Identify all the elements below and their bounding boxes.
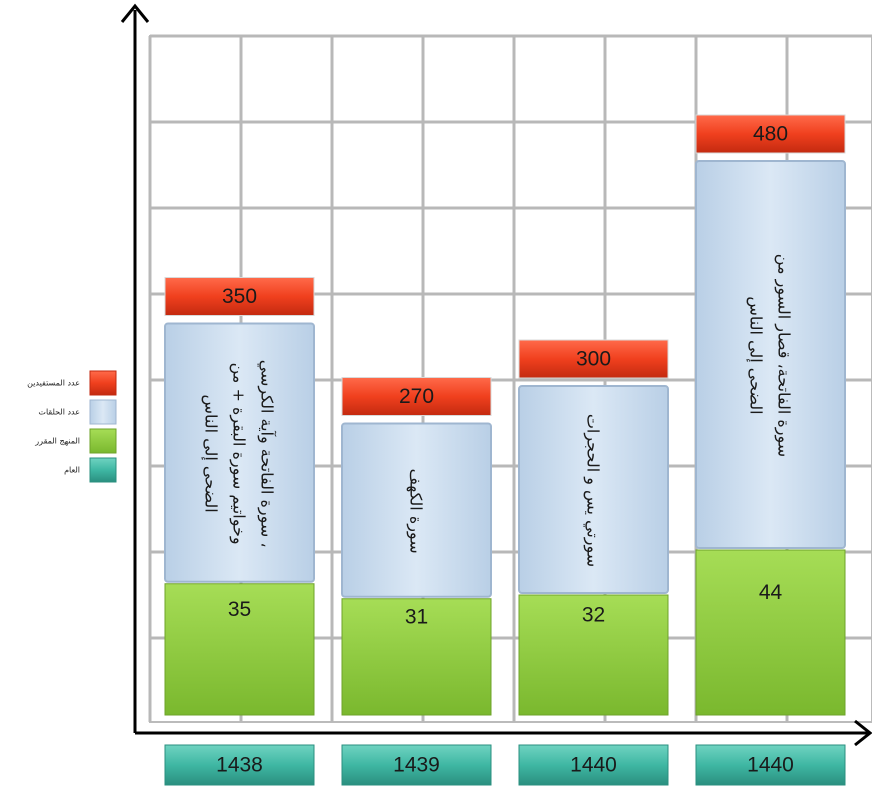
bar-beneficiaries bbox=[695, 114, 846, 154]
bar-beneficiaries bbox=[341, 377, 492, 416]
year-box bbox=[518, 744, 669, 786]
bar-curriculum bbox=[695, 160, 846, 549]
bar-curriculum-label: سورتي يس و الحجرات bbox=[584, 414, 603, 567]
bar-groups bbox=[164, 583, 315, 716]
bar-groups-label: 44 bbox=[759, 581, 783, 604]
bar-curriculum-line: سورة الفاتحة وآية الكرسي ، bbox=[258, 360, 278, 548]
bar-curriculum-line: سورة الكهف bbox=[407, 469, 426, 554]
legend-swatch bbox=[89, 457, 117, 483]
bar-groups-label: 35 bbox=[228, 598, 251, 621]
bar-curriculum-line: سورة الفاتحة، قصار السور من bbox=[775, 254, 794, 457]
year-box bbox=[164, 744, 315, 786]
bar-beneficiaries-label: 300 bbox=[576, 348, 611, 371]
legend-label: المنهج المقرر bbox=[34, 437, 80, 446]
bar-beneficiaries bbox=[164, 277, 315, 316]
bar-groups bbox=[341, 598, 492, 716]
bar-curriculum-line: الضحى إلى الناس bbox=[747, 296, 766, 414]
year-box bbox=[341, 744, 492, 786]
bar-beneficiaries bbox=[518, 339, 669, 379]
bar-curriculum bbox=[164, 322, 315, 583]
chart-bars: 350 سورة الفاتحة وآية الكرسي ، وخواتيم سور… bbox=[164, 114, 846, 716]
bar-groups bbox=[695, 549, 846, 716]
legend-swatch bbox=[89, 428, 117, 454]
year-labels: 1438 1439 1440 1440 bbox=[164, 744, 846, 786]
legend-label: عدد الحلقات bbox=[38, 408, 80, 417]
bar-group-3: 480 سورة الفاتحة، قصار السور من الضحى إلى … bbox=[695, 114, 846, 716]
bar-groups bbox=[518, 594, 669, 716]
chart-axes bbox=[120, 3, 872, 747]
bar-groups-label: 31 bbox=[405, 605, 428, 628]
x-axis-arrow bbox=[854, 719, 872, 747]
bar-beneficiaries-label: 270 bbox=[399, 385, 434, 408]
bar-curriculum bbox=[518, 385, 669, 594]
bar-curriculum-label: سورة الفاتحة، قصار السور من الضحى إلى الن… bbox=[747, 254, 794, 457]
chart-legend: عدد المستفيدين عدد الحلقات المنهج المقرر ال… bbox=[27, 370, 117, 483]
bar-beneficiaries-label: 350 bbox=[222, 285, 257, 308]
bar-beneficiaries-label: 480 bbox=[753, 123, 788, 146]
bar-groups-label: 32 bbox=[582, 604, 605, 627]
bar-group-2: 300 سورتي يس و الحجرات 32 bbox=[518, 339, 669, 716]
legend-swatch bbox=[89, 399, 117, 425]
bar-group-0: 350 سورة الفاتحة وآية الكرسي ، وخواتيم سور… bbox=[164, 277, 315, 716]
bar-curriculum bbox=[341, 422, 492, 598]
year-label: 1440 bbox=[747, 754, 794, 777]
legend-swatch bbox=[89, 370, 117, 396]
y-axis-arrow bbox=[120, 3, 150, 23]
year-label: 1440 bbox=[570, 754, 617, 777]
bar-curriculum-label: سورة الفاتحة وآية الكرسي ، وخواتيم سورة ا… bbox=[202, 360, 278, 548]
bar-group-1: 270 سورة الكهف 31 bbox=[341, 377, 492, 716]
year-box bbox=[695, 744, 846, 786]
year-label: 1439 bbox=[393, 754, 440, 777]
bar-curriculum-label: سورة الكهف bbox=[407, 469, 426, 554]
bar-curriculum-line: سورتي يس و الحجرات bbox=[584, 414, 603, 567]
legend-label: عدد المستفيدين bbox=[27, 379, 80, 388]
bar-curriculum-line: الضحى إلى الناس bbox=[202, 395, 221, 513]
bar-curriculum-line: وخواتيم سورة البقرة + من bbox=[230, 363, 249, 545]
legend-label: العام bbox=[64, 466, 80, 475]
year-label: 1438 bbox=[216, 754, 263, 777]
